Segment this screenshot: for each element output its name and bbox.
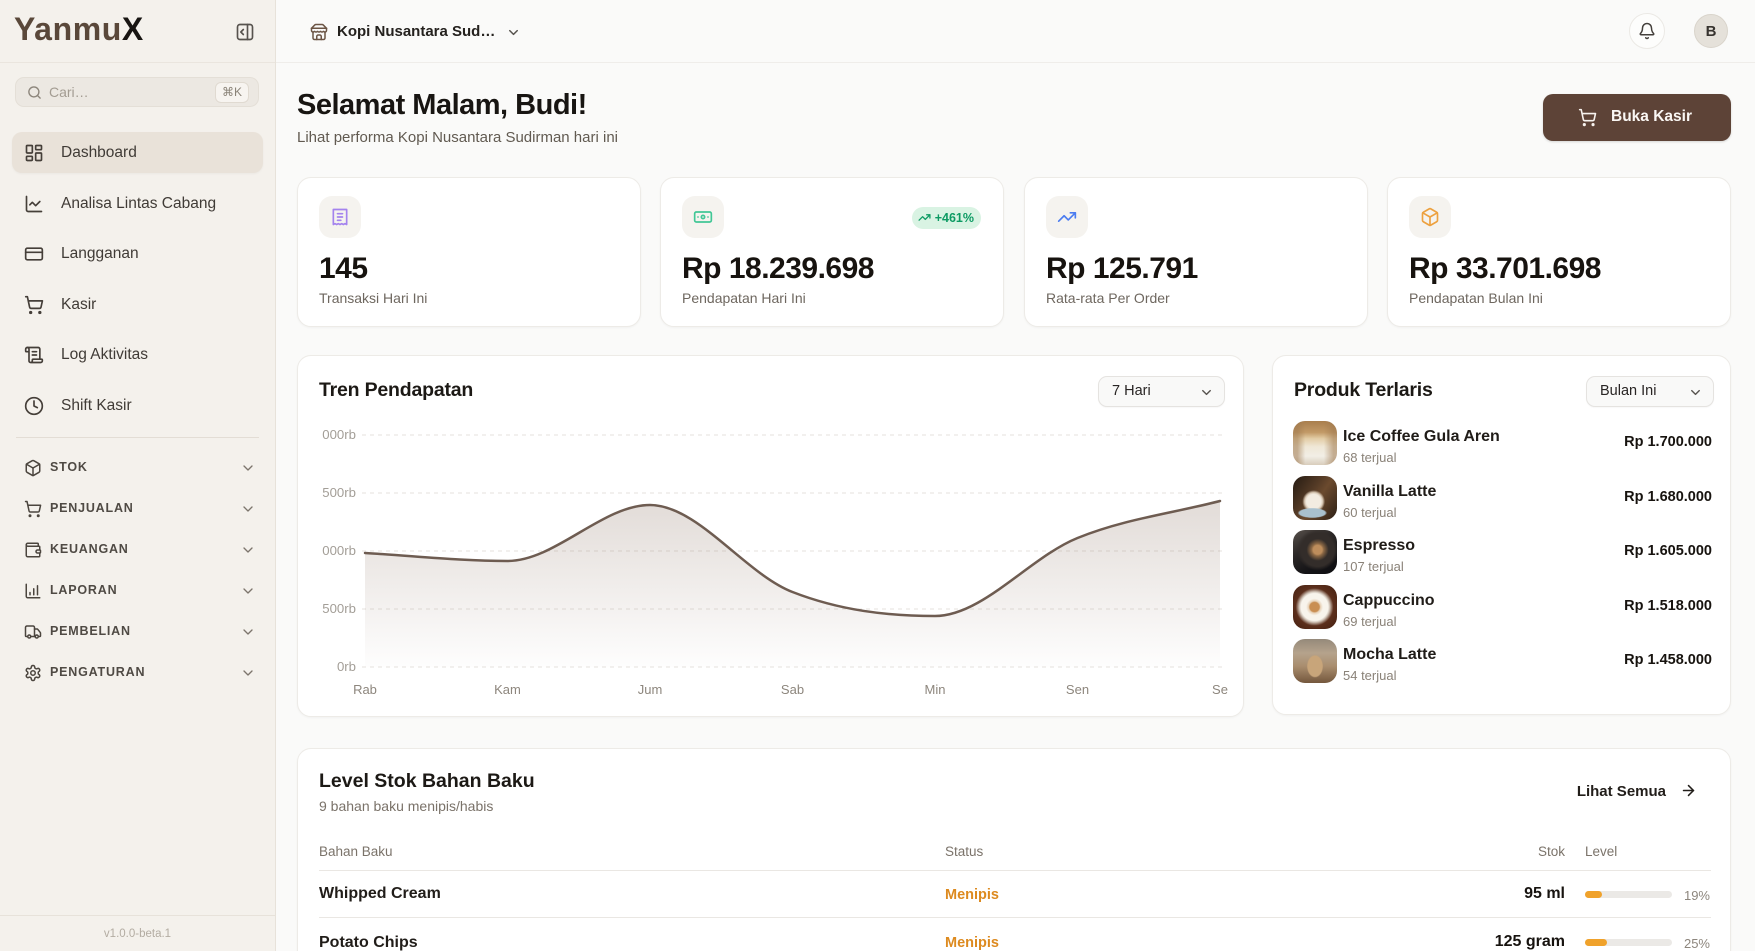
svg-text:500rb: 500rb — [322, 485, 356, 500]
svg-text:Se: Se — [1212, 682, 1228, 697]
svg-text:000rb: 000rb — [322, 543, 356, 558]
svg-text:0rb: 0rb — [337, 659, 356, 674]
svg-text:Jum: Jum — [638, 682, 663, 697]
svg-text:Sab: Sab — [781, 682, 804, 697]
svg-text:500rb: 500rb — [322, 601, 356, 616]
svg-text:Min: Min — [925, 682, 946, 697]
svg-text:Sen: Sen — [1066, 682, 1089, 697]
svg-text:Rab: Rab — [353, 682, 377, 697]
svg-text:000rb: 000rb — [322, 427, 356, 442]
svg-text:Kam: Kam — [494, 682, 521, 697]
